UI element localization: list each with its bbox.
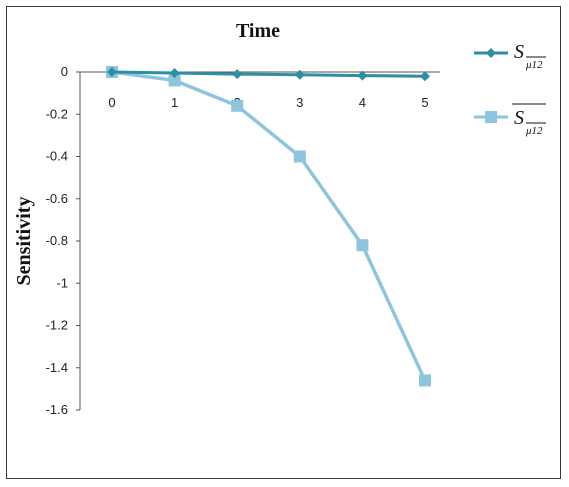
series-line (111, 70, 426, 78)
y-axis-label: Sensitivity (13, 197, 35, 286)
legend-symbol: S (514, 107, 524, 129)
x-tick-label: 4 (359, 95, 366, 110)
x-tick-label: 0 (108, 95, 115, 110)
y-tick-label: -1 (56, 275, 68, 290)
data-point-square (356, 239, 369, 252)
data-point-diamond (169, 68, 180, 79)
series-1 (107, 67, 430, 82)
y-tick-label: -0.8 (46, 233, 68, 248)
y-tick-label: -1.2 (46, 318, 68, 333)
y-tick-label: -1.6 (46, 402, 68, 417)
data-point-square (231, 99, 244, 112)
legend-swatch-square (485, 111, 497, 123)
legend-symbol: S (514, 41, 524, 63)
chart-frame (6, 6, 561, 479)
data-point-square (293, 150, 306, 163)
series-2 (106, 66, 431, 387)
data-point-diamond (107, 67, 117, 77)
legend-subscript: μ12 (525, 59, 543, 71)
y-tick-label: 0 (61, 64, 68, 79)
data-point-diamond (294, 69, 305, 80)
y-tick-label: -0.2 (46, 106, 68, 121)
series-layer (106, 66, 431, 387)
x-tick-label: 5 (421, 95, 428, 110)
chart-title: Time (236, 20, 280, 42)
legend-subscript: μ12 (525, 125, 543, 137)
x-tick-label: 3 (296, 95, 303, 110)
data-point-diamond (232, 69, 243, 80)
data-point-diamond (357, 70, 368, 81)
y-tick-label: -1.4 (46, 360, 68, 375)
data-point-diamond (420, 71, 430, 82)
data-point-square (168, 74, 181, 87)
series-line (111, 70, 427, 382)
data-point-square (419, 374, 431, 387)
y-tick-label: -0.6 (46, 191, 68, 206)
y-tick-label: -0.4 (46, 149, 68, 164)
x-tick-label: 1 (171, 95, 178, 110)
axes: 0-0.2-0.4-0.6-0.8-1-1.2-1.4-1.6012345 (46, 64, 440, 417)
legend-swatch-diamond (486, 48, 496, 58)
